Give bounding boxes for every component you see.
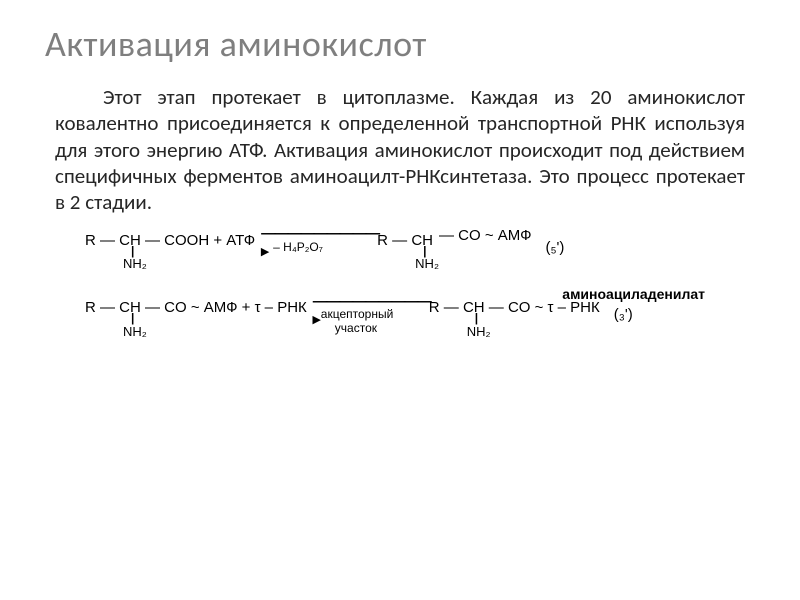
- r2-paren: (₃'): [614, 306, 633, 323]
- r2-arrow-label2: участок: [335, 321, 377, 335]
- reaction-diagram: R — CH — COOH + АТФ | NH₂ —————————▸ – H…: [85, 233, 755, 337]
- r2-arrow-label1: акцепторный: [321, 307, 394, 321]
- r1-paren: (₅'): [546, 239, 565, 256]
- r1-left-bond: |: [131, 248, 255, 255]
- r1-right-a: R — CH: [377, 233, 439, 248]
- r1-right-b: — CO ~ АМФ: [439, 227, 532, 244]
- r2-left-top: R — CH — CO ~ АМФ + τ – РНК: [85, 300, 307, 315]
- slide-title: Активация аминокислот: [45, 22, 755, 66]
- r1-right-nh2: NH₂: [415, 257, 439, 270]
- r2-right-nh2: NH₂: [467, 325, 600, 338]
- r1-left-nh2: NH₂: [123, 257, 255, 270]
- r2-right-bond: |: [475, 315, 600, 322]
- slide-paragraph: Этот этап протекает в цитоплазме. Каждая…: [55, 84, 745, 215]
- r2-right-top: R — CH — CO ~ τ – РНК: [429, 300, 600, 315]
- r1-arrow-label: – H₄P₂O₇: [273, 240, 323, 254]
- r1-right-bond: |: [423, 248, 439, 255]
- r2-left-bond: |: [131, 315, 307, 322]
- r1-left-top: R — CH — COOH + АТФ: [85, 233, 255, 248]
- r2-left-nh2: NH₂: [123, 325, 307, 338]
